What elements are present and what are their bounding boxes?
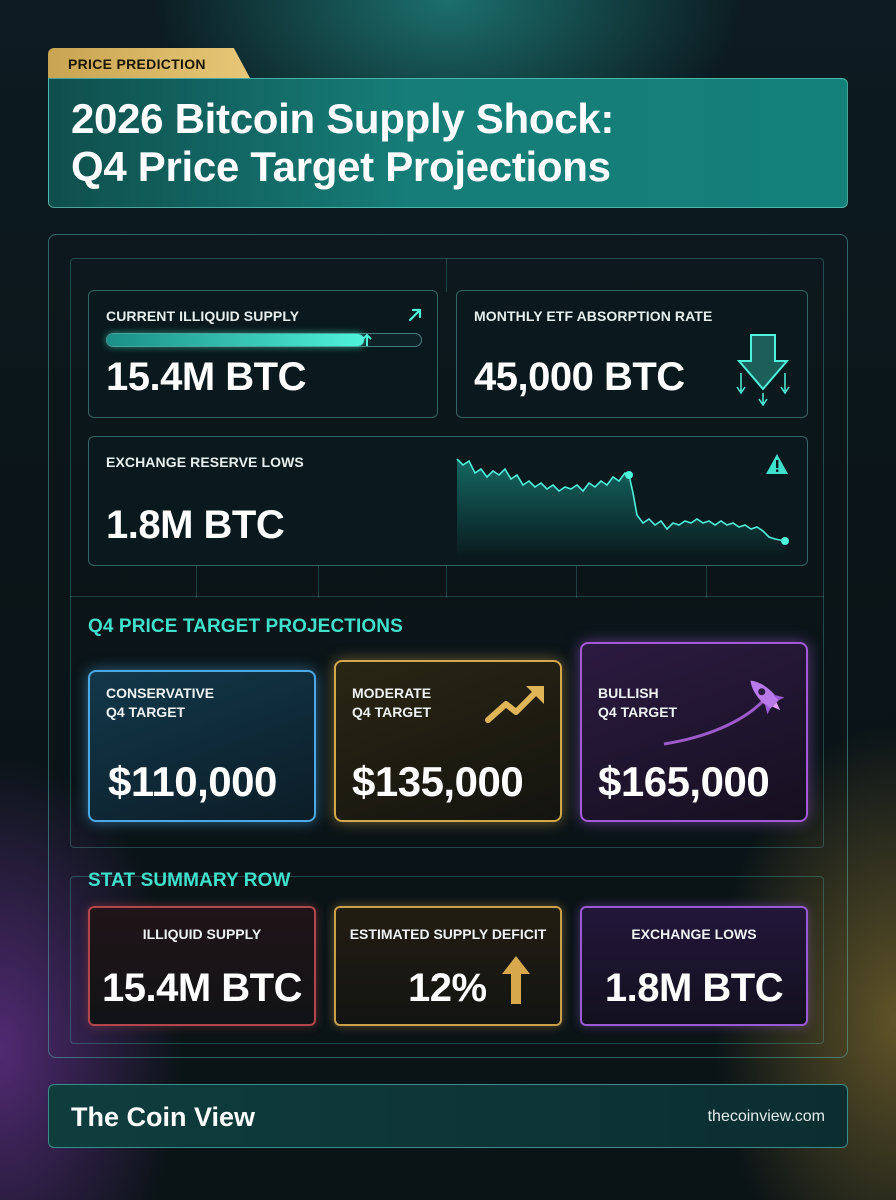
title-banner: 2026 Bitcoin Supply Shock: Q4 Price Targ…	[48, 78, 848, 208]
arrow-down-icon	[736, 334, 790, 407]
conservative-target-card: CONSERVATIVE Q4 TARGET $110,000	[88, 670, 316, 822]
etf-absorption-card: MONTHLY ETF ABSORPTION RATE 45,000 BTC	[456, 290, 808, 418]
title-line-2: Q4 Price Target Projections	[71, 143, 611, 190]
title-line-1: 2026 Bitcoin Supply Shock:	[71, 95, 614, 142]
illiquid-progress-fill	[107, 334, 365, 346]
summary-exchange-card: EXCHANGE LOWS 1.8M BTC	[580, 906, 808, 1026]
grid-line	[70, 596, 824, 597]
footer-brand: The Coin View	[71, 1102, 256, 1132]
projections-title: Q4 PRICE TARGET PROJECTIONS	[88, 616, 403, 637]
summary-illiquid-value: 15.4M BTC	[102, 966, 303, 1010]
etf-absorption-value: 45,000 BTC	[474, 355, 685, 399]
grid-line	[706, 566, 707, 598]
exchange-reserve-value: 1.8M BTC	[106, 503, 285, 547]
conservative-value: $110,000	[108, 758, 277, 805]
bullish-label: BULLISH Q4 TARGET	[598, 684, 677, 722]
illiquid-supply-value: 15.4M BTC	[106, 355, 307, 399]
illiquid-progress-bar	[106, 333, 422, 347]
reserve-trend-sparkline	[456, 458, 789, 555]
bullish-value: $165,000	[598, 758, 770, 805]
bullish-label-line1: BULLISH	[598, 685, 659, 701]
conservative-label-line1: CONSERVATIVE	[106, 685, 215, 701]
summary-deficit-label: ESTIMATED SUPPLY DEFICIT	[349, 926, 547, 942]
summary-illiquid-card: ILLIQUID SUPPLY 15.4M BTC	[88, 906, 316, 1026]
grid-line	[576, 566, 577, 598]
category-badge: PRICE PREDICTION	[48, 48, 250, 78]
conservative-label-line2: Q4 TARGET	[106, 704, 186, 720]
bullish-target-card: BULLISH Q4 TARGET $165,000	[580, 642, 808, 822]
exchange-reserve-card: EXCHANGE RESERVE LOWS 1.8M BTC	[88, 436, 808, 566]
bullish-label-line2: Q4 TARGET	[598, 704, 678, 720]
summary-exchange-value: 1.8M BTC	[604, 966, 784, 1010]
summary-exchange-label: EXCHANGE LOWS	[631, 926, 757, 942]
exchange-reserve-label: EXCHANGE RESERVE LOWS	[106, 454, 304, 470]
footer-url-link[interactable]: thecoinview.com	[707, 1108, 825, 1125]
warning-icon	[766, 454, 788, 474]
arrow-up-icon	[362, 333, 372, 346]
moderate-label: MODERATE Q4 TARGET	[352, 684, 431, 722]
summary-illiquid-label: ILLIQUID SUPPLY	[142, 926, 262, 942]
moderate-value: $135,000	[352, 758, 524, 805]
etf-absorption-label: MONTHLY ETF ABSORPTION RATE	[474, 308, 713, 324]
grid-line	[446, 258, 447, 292]
moderate-label-line1: MODERATE	[352, 685, 432, 701]
conservative-label: CONSERVATIVE Q4 TARGET	[106, 684, 214, 722]
summary-deficit-card: ESTIMATED SUPPLY DEFICIT 12%	[334, 906, 562, 1026]
moderate-label-line2: Q4 TARGET	[352, 704, 432, 720]
moderate-target-card: MODERATE Q4 TARGET $135,000	[334, 660, 562, 822]
summary-title: STAT SUMMARY ROW	[88, 870, 291, 891]
grid-line	[196, 566, 197, 598]
arrow-up-right-icon	[408, 308, 422, 322]
footer-bar: The Coin View thecoinview.com	[48, 1084, 848, 1148]
grid-line	[446, 566, 447, 598]
page-title: 2026 Bitcoin Supply Shock: Q4 Price Targ…	[71, 95, 825, 191]
grid-line	[318, 566, 319, 598]
main-frame	[48, 234, 848, 1058]
stats-panel	[70, 258, 824, 848]
illiquid-supply-label: CURRENT ILLIQUID SUPPLY	[106, 308, 300, 324]
arrow-up-icon	[502, 956, 530, 1004]
illiquid-supply-card: CURRENT ILLIQUID SUPPLY 15.4M BTC	[88, 290, 438, 418]
summary-panel	[70, 876, 824, 1044]
trend-up-icon	[485, 686, 544, 723]
summary-deficit-value: 12%	[408, 966, 487, 1010]
rocket-icon	[663, 680, 785, 746]
